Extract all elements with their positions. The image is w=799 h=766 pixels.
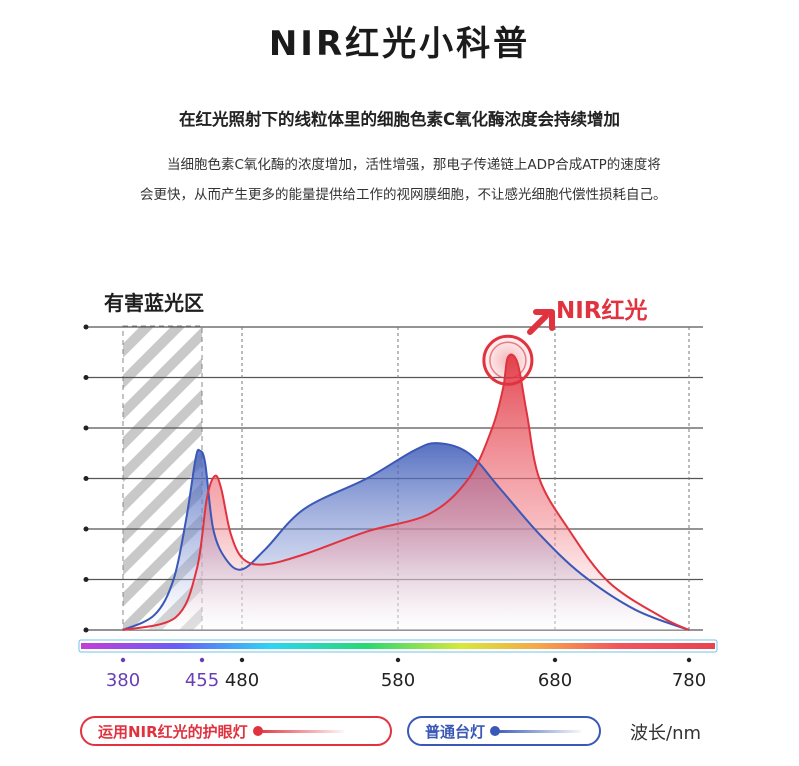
body-text: 当细胞色素C氧化酶的浓度增加，活性增强，那电子传递链上ADP合成ATP的速度将会… — [140, 157, 667, 203]
annotation-arrow — [527, 309, 555, 335]
legend-nir-label: 运用NIR红光的护眼灯 — [98, 722, 248, 741]
series-line-nir — [122, 353, 690, 631]
x-tick-label: 455 — [185, 670, 219, 691]
legend-nir-swatch — [252, 725, 344, 736]
peak-ring-inner — [489, 341, 527, 380]
spectrum-bar — [81, 643, 715, 649]
x-tick-mark — [395, 657, 401, 663]
x-tick-label: 580 — [381, 670, 415, 691]
x-axis-ticks: 380 455 480 580 680 780 — [106, 657, 706, 691]
x-tick-mark — [239, 657, 245, 663]
series-area-nir — [123, 354, 689, 630]
page-title: NIR红光小科普 — [268, 24, 531, 64]
page-subtitle: 在红光照射下的线粒体里的细胞色素C氧化酶浓度会持续增加 — [178, 110, 621, 129]
legend-desk-label: 普通台灯 — [425, 722, 486, 741]
y-axis-dot — [83, 375, 89, 380]
x-tick-mark — [552, 657, 558, 663]
y-axis-dot — [83, 476, 89, 481]
y-axis-dot — [83, 627, 89, 633]
x-tick-label: 480 — [225, 670, 259, 691]
series-line-lamp — [122, 442, 690, 631]
x-tick-label: 380 — [106, 670, 140, 691]
y-axis-dot — [83, 324, 89, 330]
y-axis-dot — [83, 526, 89, 532]
x-tick-label: 780 — [672, 670, 706, 691]
peak-marker — [479, 332, 536, 389]
legend-desk-swatch — [490, 725, 582, 736]
body-paragraph: 当细胞色素C氧化酶的浓度增加，活性增强，那电子传递链上ADP合成ATP的速度将会… — [140, 150, 670, 210]
legend-nir-lamp: 运用NIR红光的护眼灯 — [80, 716, 392, 746]
y-axis-markers — [83, 324, 89, 633]
x-tick-mark — [199, 657, 205, 663]
hazard-band-label: 有害蓝光区 — [104, 291, 204, 315]
x-tick-mark — [120, 657, 126, 663]
peak-annotation-label: NIR红光 — [556, 297, 648, 324]
peak-ring — [482, 334, 534, 386]
legend-desk-lamp: 普通台灯 — [407, 716, 601, 746]
y-axis-dot — [83, 425, 89, 431]
x-tick-label: 680 — [538, 670, 572, 691]
x-tick-mark — [686, 657, 692, 663]
spectrum-chart: NIR红光 有害蓝光区 380 455 480 580 680 780 — [78, 291, 718, 691]
x-axis-unit-label: 波长/nm — [630, 723, 702, 744]
peak-glow — [479, 332, 536, 389]
y-axis-dot — [83, 577, 89, 582]
